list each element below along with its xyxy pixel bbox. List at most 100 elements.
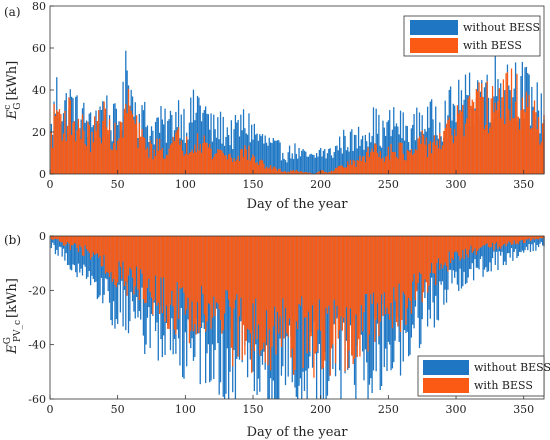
bar-a-s1-d168	[276, 170, 279, 174]
bar-b-s1-d325	[489, 236, 491, 248]
y-axis-unit-a: [kWh]	[5, 61, 20, 101]
bar-b-s0-d27	[85, 236, 88, 279]
bar-b-s1-d16	[71, 236, 73, 246]
bar-b-s1-d85	[164, 236, 166, 322]
bar-a-s1-d222	[349, 159, 352, 174]
bar-b-s1-d326	[490, 236, 492, 248]
y-ticks-b: 0 -20 -40 -60	[28, 230, 54, 406]
bar-b-s1-d302	[458, 236, 460, 256]
bars-group-a	[50, 50, 545, 175]
bar-b-s1-d238	[371, 236, 373, 304]
bar-a-s1-d131	[226, 159, 228, 174]
bar-a-s1-d211	[334, 167, 337, 174]
bar-a-s1-d44	[108, 119, 111, 174]
bar-b-s0-d94	[176, 236, 178, 330]
bar-a-s0-d122	[214, 129, 216, 174]
bar-a-s1-d362	[539, 144, 541, 174]
bar-b-s1-d160	[265, 236, 268, 311]
bar-b-s1-d230	[360, 236, 362, 305]
bar-a-s1-d350	[523, 109, 525, 174]
bar-b-s0-d184	[298, 236, 300, 386]
bar-b-s1-d117	[207, 236, 209, 304]
bar-a-s1-d67	[140, 136, 142, 174]
bar-a-s1-d255	[394, 152, 396, 174]
bar-b-s1-d321	[483, 236, 486, 246]
bar-a-s0-d85	[164, 108, 166, 174]
bar-a-s1-d299	[454, 129, 456, 174]
bar-a-s1-d319	[481, 83, 483, 174]
bar-b-s0-d64	[135, 236, 138, 298]
bar-b-s1-d270	[414, 236, 417, 301]
bar-b-s1-d273	[418, 236, 421, 273]
bar-a-s1-d74	[149, 140, 151, 174]
bar-b-s1-d63	[134, 236, 136, 287]
bar-a-s1-d192	[309, 172, 311, 174]
bar-a-s0-d194	[311, 154, 314, 174]
bar-b-s0-d316	[477, 236, 479, 268]
bar-b-s0-d37	[99, 236, 101, 296]
bar-a-s1-d7	[58, 109, 61, 174]
bar-a-s1-d170	[279, 168, 281, 174]
x-tick-label-a-350: 350	[513, 178, 534, 191]
bar-a-s1-d57	[126, 113, 128, 174]
bar-a-s0-d247	[383, 127, 385, 174]
bar-a-s1-d124	[217, 149, 219, 174]
chart-panel-b: (b) 0 50 100 150 200 250 300 350 0 -20 -40 -60 Day…	[3, 230, 550, 440]
bar-a-s1-d185	[299, 171, 302, 174]
bar-a-s1-d172	[282, 172, 284, 174]
bar-b-s1-d127	[221, 236, 223, 334]
bar-b-s0-d322	[485, 236, 487, 268]
bar-b-s1-d37	[99, 236, 101, 256]
x-tick-label-b-250: 250	[378, 403, 399, 416]
bar-a-s1-d266	[409, 152, 411, 174]
bar-a-s1-d41	[104, 108, 107, 174]
y-axis-main-a: E	[5, 109, 20, 120]
bar-b-s1-d4	[54, 236, 57, 239]
bar-b-s0-d323	[486, 236, 488, 273]
x-tick-label-b-300: 300	[446, 403, 467, 416]
bar-b-s1-d225	[353, 236, 356, 359]
bar-b-s1-d272	[417, 236, 419, 283]
bar-b-s1-d42	[106, 236, 108, 272]
bar-b-s1-d90	[171, 236, 173, 291]
bar-a-s1-d291	[443, 130, 445, 174]
bar-b-s1-d1	[50, 236, 52, 240]
bar-b-s0-d35	[96, 236, 99, 300]
bar-a-s1-d92	[173, 140, 176, 174]
bar-a-s1-d263	[405, 160, 407, 174]
bar-a-s0-d179	[291, 153, 293, 174]
bar-a-s1-d256	[395, 156, 398, 174]
bar-a-s1-d279	[426, 157, 429, 174]
bar-a-s1-d34	[95, 131, 97, 174]
bar-b-s1-d99	[183, 236, 185, 293]
bar-b-s1-d142	[241, 236, 243, 360]
bar-a-s1-d76	[152, 159, 154, 174]
bar-a-s1-d35	[96, 120, 99, 174]
bar-b-s1-d310	[468, 236, 471, 250]
bar-a-s0-d204	[325, 158, 327, 174]
bar-b-s1-d156	[260, 236, 262, 351]
bar-b-s1-d182	[295, 236, 297, 322]
bar-b-s1-d186	[301, 236, 303, 297]
y-axis-title-b: EGPV_c [kWh]	[3, 278, 23, 355]
bar-a-s1-d179	[291, 170, 293, 174]
bar-b-s1-d112	[200, 236, 203, 286]
bar-b-s0-d118	[209, 236, 211, 383]
x-tick-label-b-0: 0	[47, 403, 54, 416]
bar-a-s1-d322	[485, 125, 487, 174]
bar-a-s1-d210	[333, 170, 335, 174]
bar-b-s1-d96	[179, 236, 181, 289]
bar-a-s1-d276	[422, 135, 425, 174]
bar-b-s1-d192	[309, 236, 311, 352]
bar-b-s0-d12	[65, 236, 67, 254]
bar-a-s1-d81	[158, 138, 161, 174]
bar-a-s1-d40	[103, 101, 105, 174]
bar-b-s1-d344	[514, 236, 517, 245]
bar-a-s1-d36	[98, 110, 100, 174]
bar-a-s0-d149	[251, 124, 253, 174]
bar-a-s1-d79	[156, 138, 158, 174]
bar-a-s1-d360	[536, 129, 538, 174]
bar-b-s1-d210	[333, 236, 335, 300]
bar-a-s1-d169	[278, 168, 280, 174]
bar-b-s1-d274	[420, 236, 422, 275]
